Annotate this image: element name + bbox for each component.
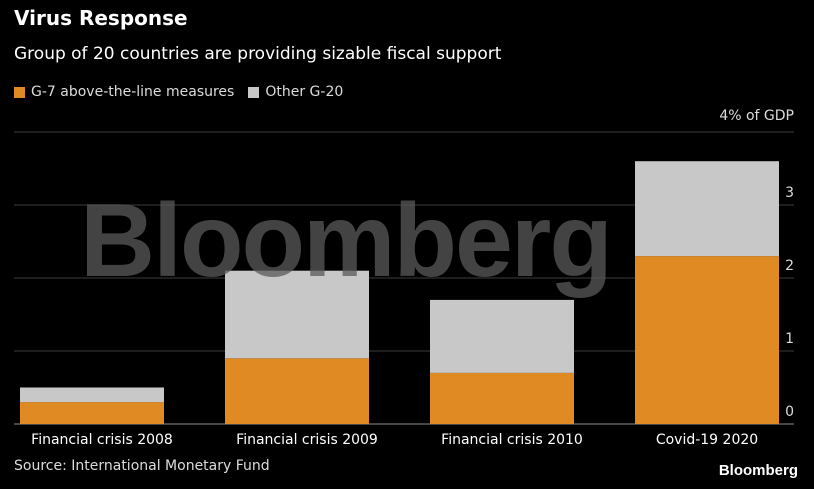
y-tick-label: 0 [785, 404, 794, 420]
category-labels: Financial crisis 2008 Financial crisis 20… [31, 432, 758, 448]
bar-segment-g7 [20, 402, 164, 424]
legend-item-g7: G-7 above-the-line measures [14, 84, 234, 100]
chart-title: Virus Response [14, 6, 188, 30]
legend-label-other-g20: Other G-20 [265, 84, 344, 100]
bloomberg-logo: Bloomberg [718, 462, 798, 479]
bar-segment-other-g20 [225, 270, 369, 359]
legend-item-other-g20: Other G-20 [248, 84, 343, 100]
y-tick-label: 3 [785, 185, 794, 201]
category-label: Covid-19 2020 [656, 432, 758, 448]
bar-segment-g7 [225, 358, 369, 424]
category-label: Financial crisis 2009 [236, 432, 378, 448]
category-label: Financial crisis 2008 [31, 432, 173, 448]
legend-swatch-other-g20 [248, 86, 260, 98]
chart-subtitle: Group of 20 countries are providing siza… [14, 44, 502, 64]
bar-segment-other-g20 [635, 161, 779, 257]
bar-segment-g7 [635, 256, 779, 424]
source-note: Source: International Monetary Fund [14, 458, 270, 474]
bar-segment-other-g20 [430, 299, 574, 373]
y-tick-label: 2 [785, 258, 794, 274]
bars [20, 161, 779, 424]
bloomberg-watermark: Bloomberg [80, 183, 611, 299]
bar-segment-g7 [430, 372, 574, 424]
y-unit-label: 4% of GDP [719, 108, 794, 124]
legend: G-7 above-the-line measures Other G-20 [14, 84, 357, 100]
legend-label-g7: G-7 above-the-line measures [31, 84, 235, 100]
category-label: Financial crisis 2010 [441, 432, 583, 448]
legend-swatch-g7 [14, 86, 25, 98]
y-tick-labels: 0 1 2 3 [785, 185, 794, 420]
bar-segment-other-g20 [20, 387, 164, 403]
y-tick-label: 1 [785, 331, 794, 347]
